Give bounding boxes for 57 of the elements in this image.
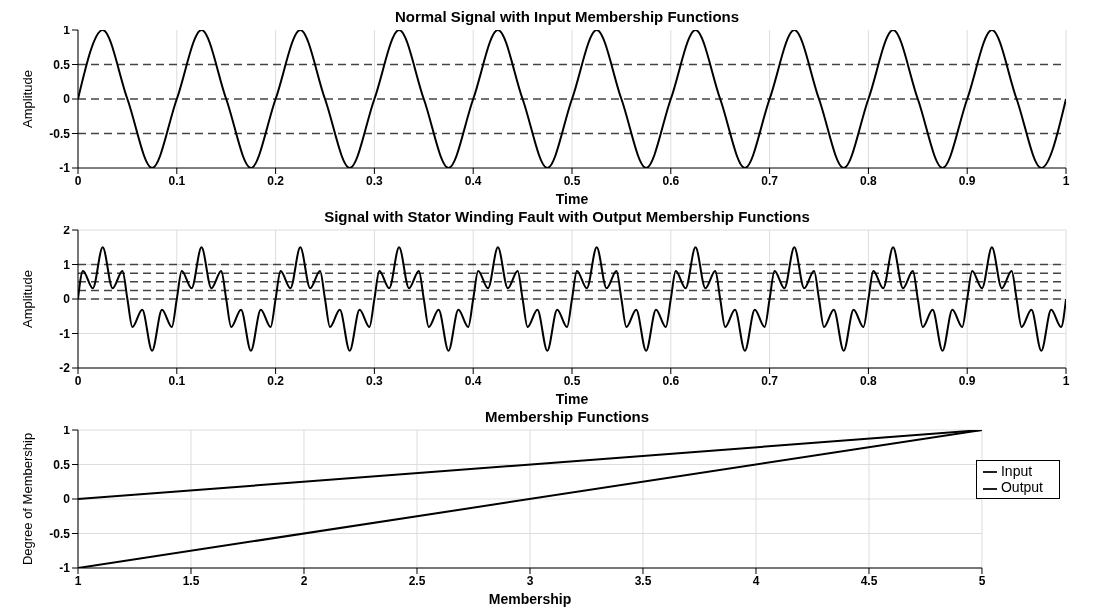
x-tick-label: 3 (526, 573, 534, 588)
x-axis-title: Time (555, 391, 589, 407)
x-tick-label: 1 (1062, 373, 1070, 388)
y-axis-title: Degree of Membership (20, 432, 35, 566)
x-tick-label: 0.3 (366, 373, 384, 388)
x-tick-label: 0.8 (860, 173, 878, 188)
chart-title: Normal Signal with Input Membership Functions (394, 8, 740, 25)
x-tick-label: 1 (1062, 173, 1070, 188)
y-tick-label: -0.5 (49, 126, 71, 141)
legend-label: Output (1000, 479, 1043, 496)
x-tick-label: 0.3 (366, 173, 384, 188)
y-tick-label: 0.5 (53, 57, 71, 72)
x-tick-label: 0.6 (662, 373, 680, 388)
y-tick-label: -1 (59, 561, 71, 576)
y-tick-label: 1 (63, 23, 71, 38)
x-axis-title: Time (555, 191, 589, 207)
x-tick-label: 0.6 (662, 173, 680, 188)
x-tick-label: 0.9 (958, 373, 976, 388)
y-tick-label: 0 (63, 492, 71, 507)
legend-label: Input (1000, 463, 1033, 479)
x-tick-label: 0.4 (464, 373, 482, 388)
x-tick-label: 1.5 (182, 573, 200, 588)
x-tick-label: 0.4 (464, 173, 482, 188)
y-tick-label: -1 (59, 326, 71, 341)
x-tick-label: 4 (752, 573, 760, 588)
y-tick-label: -1 (59, 161, 71, 176)
x-tick-label: 0.1 (168, 373, 186, 388)
x-tick-label: 0.2 (267, 173, 285, 188)
x-tick-label: 3.5 (634, 573, 652, 588)
x-tick-label: 0.5 (563, 373, 581, 388)
x-tick-label: 0 (74, 373, 82, 388)
y-tick-label: 0.5 (53, 457, 71, 472)
y-tick-label: 1 (63, 423, 71, 438)
x-tick-label: 0.1 (168, 173, 186, 188)
x-tick-label: 2.5 (408, 573, 426, 588)
x-axis-title: Membership (488, 591, 572, 607)
x-tick-label: 0.9 (958, 173, 976, 188)
y-tick-label: 2 (63, 223, 71, 238)
x-tick-label: 0.7 (761, 373, 779, 388)
y-tick-label: -0.5 (49, 526, 71, 541)
y-tick-label: 1 (63, 257, 71, 272)
x-tick-label: 0.2 (267, 373, 285, 388)
x-tick-label: 5 (978, 573, 986, 588)
x-tick-label: 0.5 (563, 173, 581, 188)
x-tick-label: 2 (300, 573, 308, 588)
y-axis-title: Amplitude (20, 70, 35, 128)
x-tick-label: 0.8 (860, 373, 878, 388)
x-tick-label: 4.5 (860, 573, 878, 588)
x-tick-label: 1 (74, 573, 82, 588)
chart-title: Signal with Stator Winding Fault with Output Membership Functions (324, 208, 810, 225)
y-tick-label: 0 (63, 92, 71, 107)
x-tick-label: 0.7 (761, 173, 779, 188)
y-tick-label: -2 (59, 361, 71, 376)
y-axis-title: Amplitude (20, 270, 35, 328)
chart-title: Membership Functions (484, 408, 650, 425)
x-tick-label: 0 (74, 173, 82, 188)
y-tick-label: 0 (63, 292, 71, 307)
